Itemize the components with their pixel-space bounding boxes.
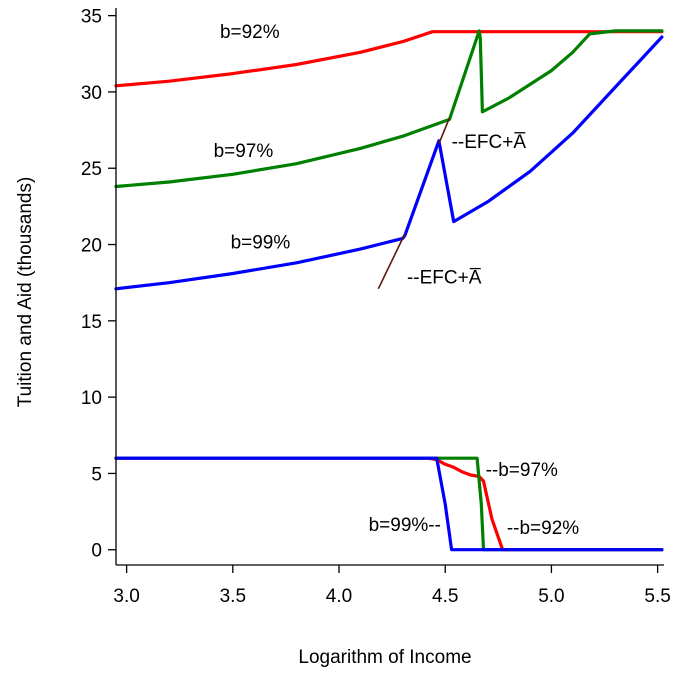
x-axis-title: Logarithm of Income (298, 647, 471, 668)
series-line-aid-97 (114, 456, 664, 552)
y-tick-label: 20 (81, 236, 102, 257)
series-line-aid-99 (114, 456, 664, 552)
x-tick-label: 4.5 (432, 586, 458, 607)
annotation-label: --EFC+A (452, 132, 527, 153)
y-tick-label: 10 (81, 388, 102, 409)
x-tick-label: 4.0 (326, 586, 352, 607)
series-line-tuition-97 (114, 29, 664, 189)
annotation-label: --EFC+A (407, 268, 482, 289)
efc-line (377, 233, 406, 290)
x-tick-label: 3.5 (220, 586, 246, 607)
y-tick-label: 15 (81, 312, 102, 333)
series-layer (114, 29, 664, 552)
annotation-label: --b=92% (507, 518, 579, 539)
efc-line (438, 117, 451, 145)
axes-layer: 0 5 10 15 20 25 30 35 3.0 3.5 4.0 4.5 5.0 5.5 (81, 7, 671, 607)
annotation-label: b=99% (231, 232, 291, 253)
y-axis-title: Tuition and Aid (thousands) (15, 177, 36, 408)
y-tick-label: 0 (91, 541, 102, 562)
annotation-label: b=92% (220, 22, 280, 43)
annotation-label: b=97% (214, 141, 274, 162)
annotations-layer: b=92% b=97% b=99% --EFC+A --EFC+A --b=97% b=99… (214, 22, 580, 539)
annotation-label: b=99%-- (369, 515, 441, 536)
x-tick-label: 5.5 (644, 586, 670, 607)
annotation-label: --b=97% (486, 460, 558, 481)
y-tick-label: 25 (81, 159, 102, 180)
y-tick-label: 5 (91, 464, 102, 485)
series-line-tuition-99 (114, 35, 664, 291)
series-line-tuition-92 (114, 30, 664, 88)
x-tick-label: 3.0 (113, 586, 139, 607)
series-line-aid-92 (114, 456, 664, 552)
x-tick-label: 5.0 (538, 586, 564, 607)
y-tick-label: 30 (81, 83, 102, 104)
y-tick-label: 35 (81, 7, 102, 28)
